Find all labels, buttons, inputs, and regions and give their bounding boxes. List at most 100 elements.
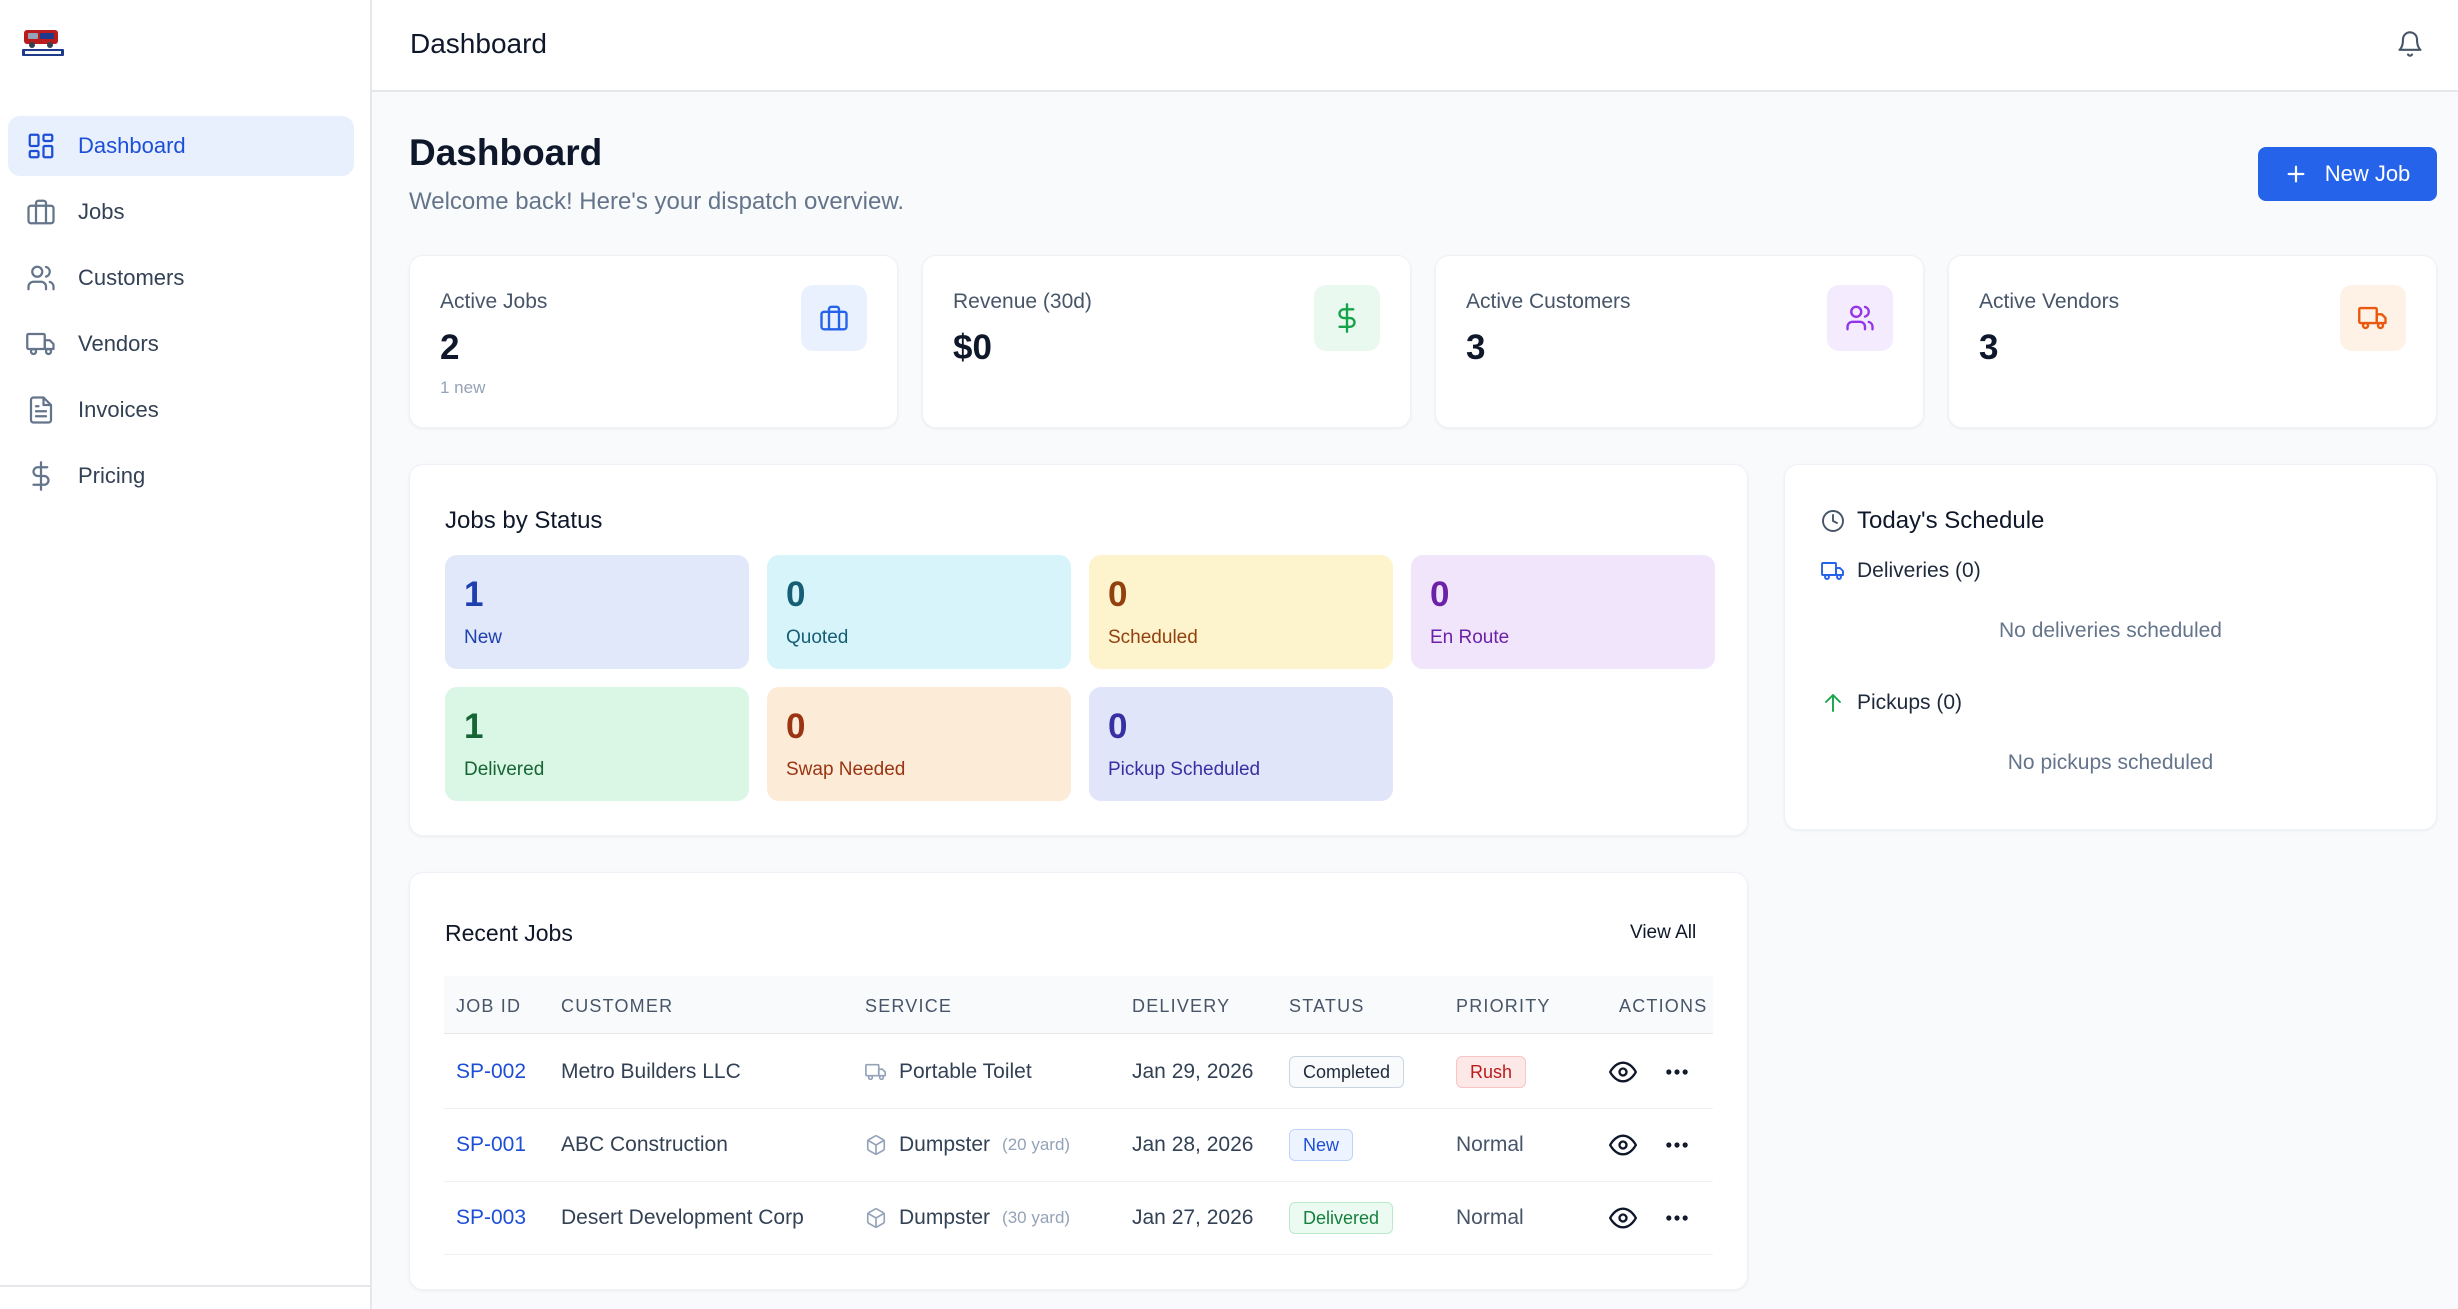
table-row[interactable]: SP-003 Desert Development Corp Dumpster … xyxy=(444,1182,1713,1255)
column-header[interactable]: SERVICE xyxy=(865,996,953,1016)
status-count: 0 xyxy=(1430,575,1450,614)
table-header: JOB ID CUSTOMER SERVICE DELIVERY STATUS … xyxy=(444,976,1713,1034)
column-header[interactable]: PRIORITY xyxy=(1456,996,1551,1016)
sidebar-item-invoices[interactable]: Invoices xyxy=(8,380,354,440)
stat-value: 3 xyxy=(1979,328,1999,367)
column-header[interactable]: STATUS xyxy=(1289,996,1365,1016)
status-label: Pickup Scheduled xyxy=(1108,759,1261,780)
sidebar-divider xyxy=(0,1285,372,1287)
pickups-header: Pickups (0) xyxy=(1821,691,1962,715)
status-label: Quoted xyxy=(786,627,849,648)
eye-icon[interactable] xyxy=(1609,1204,1637,1232)
users-icon xyxy=(1827,285,1893,351)
sidebar-item-label: Invoices xyxy=(78,397,159,422)
truck-icon xyxy=(865,1063,886,1081)
customer-cell: Desert Development Corp xyxy=(561,1206,804,1229)
service-cell: Portable Toilet xyxy=(865,1060,1032,1084)
deliveries-header: Deliveries (0) xyxy=(1821,559,1981,583)
stat-value: $0 xyxy=(953,328,992,367)
schedule-header: Today's Schedule xyxy=(1821,507,2044,535)
sidebar-nav: Dashboard Jobs Customers Vendors Invoice… xyxy=(8,116,354,512)
status-label: En Route xyxy=(1430,627,1510,648)
sidebar-item-pricing[interactable]: Pricing xyxy=(8,446,354,506)
truck-icon xyxy=(1821,562,1844,580)
job-id-link[interactable]: SP-001 xyxy=(456,1133,527,1156)
stat-value: 2 xyxy=(440,328,460,367)
deliveries-empty-text: No deliveries scheduled xyxy=(1999,619,2222,642)
briefcase-icon xyxy=(26,197,56,227)
box-icon xyxy=(866,1135,886,1156)
sidebar-item-label: Pricing xyxy=(78,463,146,488)
status-label: New xyxy=(464,627,503,648)
customer-cell: ABC Construction xyxy=(561,1133,728,1156)
sidebar-item-dashboard[interactable]: Dashboard xyxy=(8,116,354,176)
status-count: 1 xyxy=(464,707,484,746)
more-options-icon[interactable] xyxy=(1663,1131,1691,1159)
status-count: 0 xyxy=(786,707,806,746)
deliveries-label: Deliveries (0) xyxy=(1857,559,1981,582)
eye-icon[interactable] xyxy=(1609,1131,1637,1159)
stat-card-active-vendors[interactable]: Active Vendors 3 xyxy=(1948,255,2437,428)
stat-value: 3 xyxy=(1466,328,1486,367)
schedule-title: Today's Schedule xyxy=(1857,507,2045,534)
table-row[interactable]: SP-002 Metro Builders LLC Portable Toile… xyxy=(444,1036,1713,1109)
bell-icon[interactable] xyxy=(2396,30,2424,58)
sidebar-item-customers[interactable]: Customers xyxy=(8,248,354,308)
stat-card-active-customers[interactable]: Active Customers 3 xyxy=(1435,255,1924,428)
stat-label: Active Jobs xyxy=(440,290,548,313)
sidebar-item-jobs[interactable]: Jobs xyxy=(8,182,354,242)
dollar-icon xyxy=(26,461,56,491)
service-cell: Dumpster (30 yard) xyxy=(865,1206,1070,1230)
truck-icon xyxy=(26,329,56,359)
more-options-icon[interactable] xyxy=(1663,1058,1691,1086)
users-icon xyxy=(26,263,56,293)
status-label: Scheduled xyxy=(1108,627,1198,648)
status-badge: Delivered xyxy=(1289,1202,1394,1234)
todays-schedule-panel: Today's Schedule Deliveries (0) No deliv… xyxy=(1784,464,2437,830)
customer-cell: Metro Builders LLC xyxy=(561,1060,741,1083)
more-options-icon[interactable] xyxy=(1663,1204,1691,1232)
status-tile-new[interactable]: 1 New xyxy=(445,555,749,669)
app-logo[interactable] xyxy=(22,26,64,58)
column-header[interactable]: DELIVERY xyxy=(1132,996,1231,1016)
dashboard-icon xyxy=(26,131,56,161)
status-tile-scheduled[interactable]: 0 Scheduled xyxy=(1089,555,1393,669)
status-count: 0 xyxy=(1108,575,1128,614)
status-tile-pickup-scheduled[interactable]: 0 Pickup Scheduled xyxy=(1089,687,1393,801)
top-bar: Dashboard xyxy=(372,0,2458,92)
priority-text: Normal xyxy=(1456,1206,1524,1229)
sidebar-item-label: Vendors xyxy=(78,331,159,356)
column-header[interactable]: JOB ID xyxy=(456,996,522,1016)
sidebar-item-label: Customers xyxy=(78,265,185,290)
service-name: Dumpster xyxy=(899,1133,991,1156)
sidebar: Dashboard Jobs Customers Vendors Invoice… xyxy=(0,0,372,1309)
table-row[interactable]: SP-001 ABC Construction Dumpster (20 yar… xyxy=(444,1109,1713,1182)
column-header[interactable]: CUSTOMER xyxy=(561,996,674,1016)
recent-jobs-title: Recent Jobs xyxy=(445,920,573,946)
view-all-link[interactable]: View All xyxy=(1630,922,1697,943)
service-size: (30 yard) xyxy=(1002,1208,1071,1227)
status-badge: New xyxy=(1289,1129,1354,1161)
pickups-empty-text: No pickups scheduled xyxy=(2007,751,2214,774)
service-name: Portable Toilet xyxy=(899,1060,1032,1083)
stat-card-active-jobs[interactable]: Active Jobs 2 1 new xyxy=(409,255,898,428)
job-id-link[interactable]: SP-003 xyxy=(456,1206,527,1229)
sidebar-item-vendors[interactable]: Vendors xyxy=(8,314,354,374)
stat-label: Active Vendors xyxy=(1979,290,2120,313)
status-tile-quoted[interactable]: 0 Quoted xyxy=(767,555,1071,669)
eye-icon[interactable] xyxy=(1609,1058,1637,1086)
job-id-link[interactable]: SP-002 xyxy=(456,1060,527,1083)
jobs-by-status-panel: Jobs by Status 1 New 0 Quoted 0 Schedule… xyxy=(409,464,1748,836)
stat-card-revenue[interactable]: Revenue (30d) $0 xyxy=(922,255,1411,428)
status-count: 1 xyxy=(464,575,484,614)
status-tile-delivered[interactable]: 1 Delivered xyxy=(445,687,749,801)
dollar-icon xyxy=(1314,285,1380,351)
clock-icon xyxy=(1822,510,1844,532)
status-tile-swap-needed[interactable]: 0 Swap Needed xyxy=(767,687,1071,801)
stat-subtext: 1 new xyxy=(440,378,486,397)
service-size: (20 yard) xyxy=(1002,1135,1071,1154)
plus-icon xyxy=(2287,165,2305,183)
new-job-button[interactable]: New Job xyxy=(2258,147,2437,201)
status-tile-en-route[interactable]: 0 En Route xyxy=(1411,555,1715,669)
arrow-up-icon xyxy=(1825,694,1841,712)
